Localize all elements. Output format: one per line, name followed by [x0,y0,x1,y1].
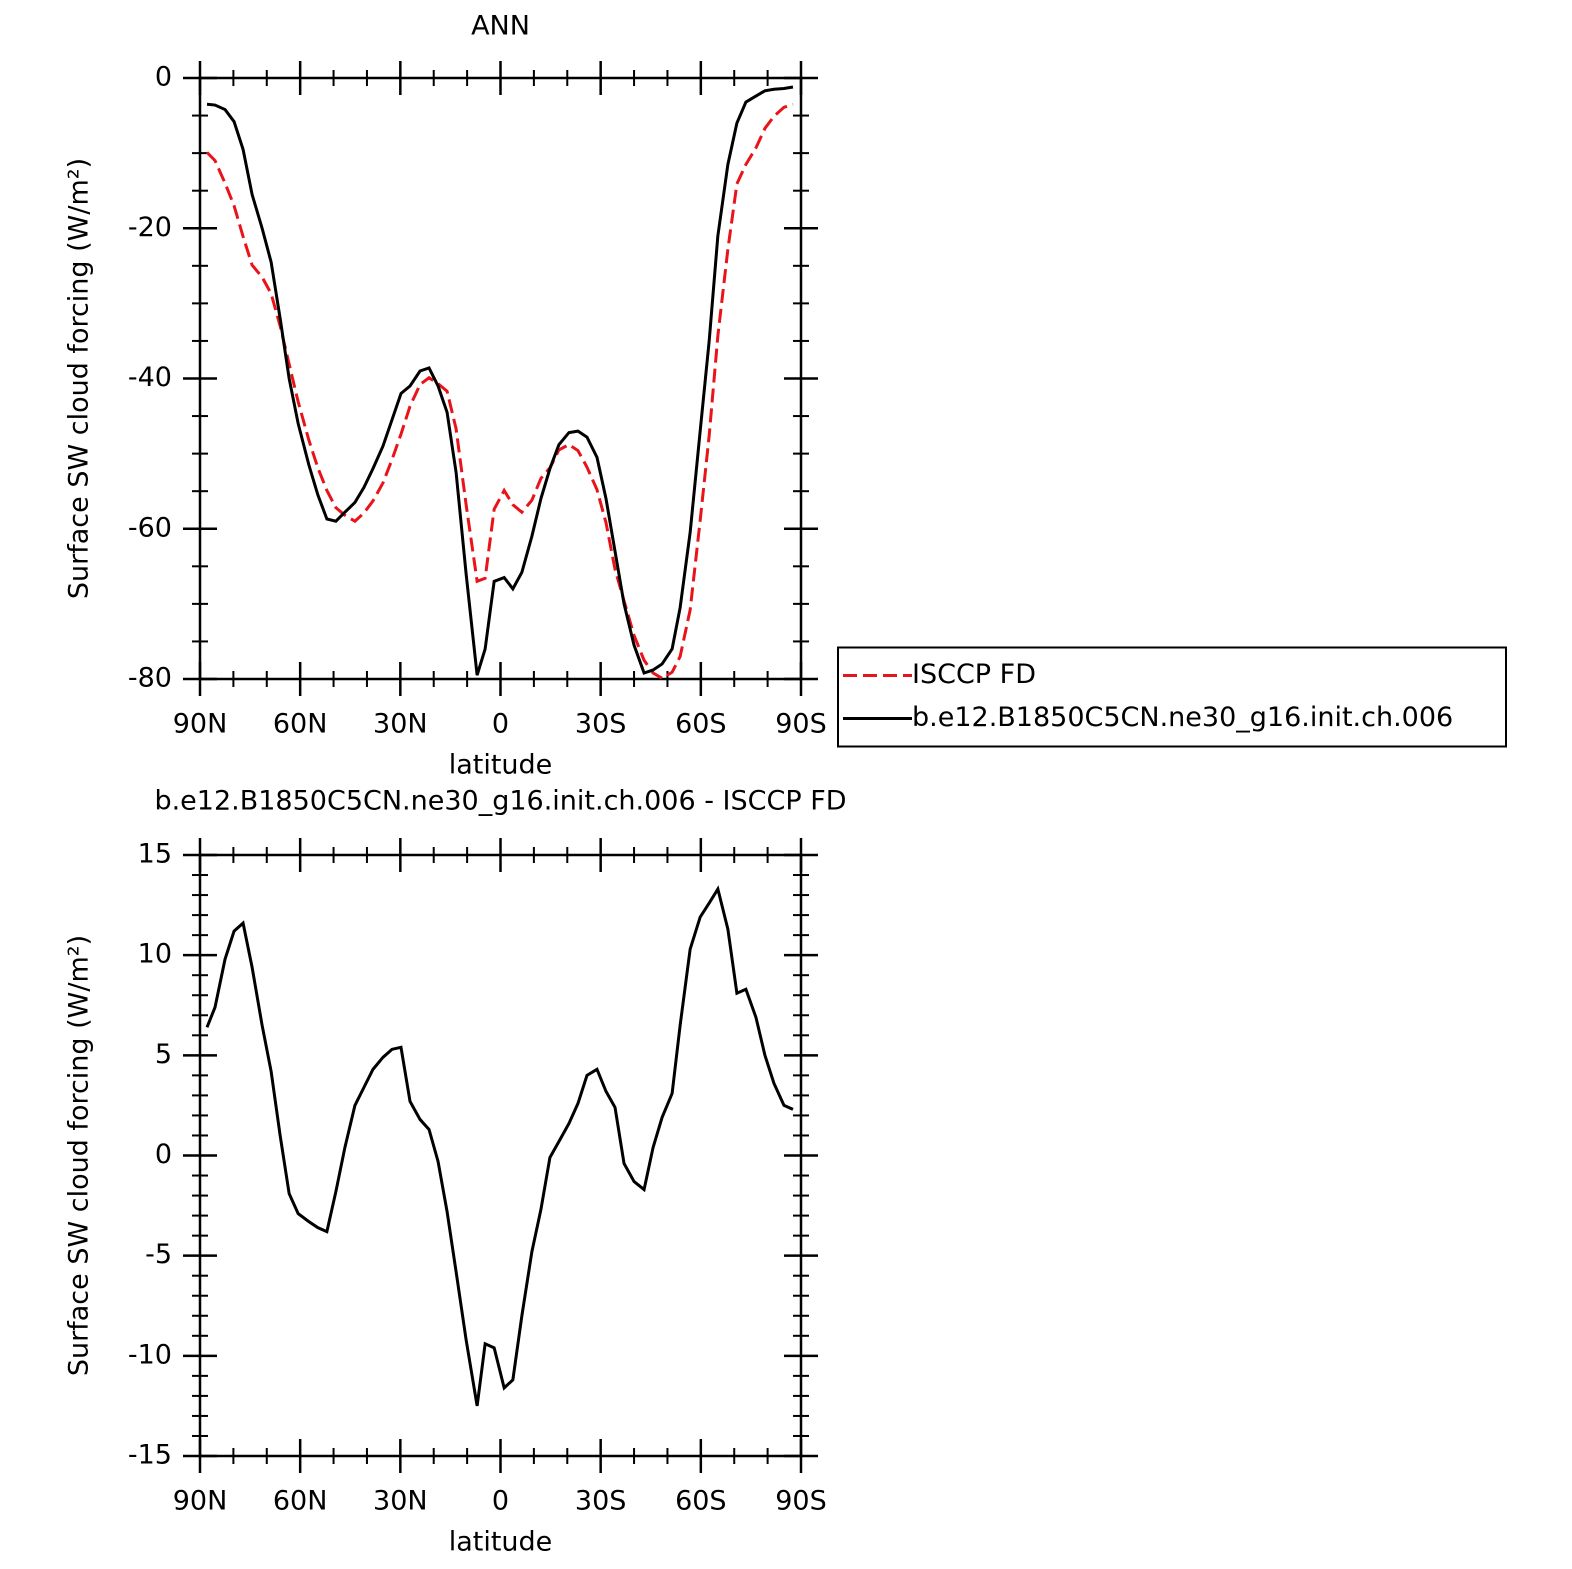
x-tick-label: 60N [273,1486,328,1517]
y-tick-label: 0 [155,1139,172,1170]
x-tick-label: 90S [775,1486,827,1517]
y-tick-label: 0 [155,62,172,93]
x-tick-label: 90N [173,1486,228,1517]
x-tick-label: 60S [675,709,727,740]
data-line [206,85,794,676]
y-tick-label: -10 [128,1339,172,1370]
chart-title: b.e12.B1850C5CN.ne30_g16.init.ch.006 - I… [154,786,846,817]
chart-title: ANN [471,11,530,42]
plot-frame [198,853,803,1458]
y-tick-label: 15 [138,839,172,870]
x-tick-label: 30N [373,709,428,740]
y-tick-label: 5 [155,1039,172,1070]
x-tick-label: 0 [492,709,509,740]
y-tick-label: -60 [128,512,172,543]
x-tick-label: 30S [575,709,627,740]
y-axis-label: Surface SW cloud forcing (W/m²) [64,158,95,599]
y-axis-label: Surface SW cloud forcing (W/m²) [64,935,95,1376]
y-tick-label: -20 [128,212,172,243]
y-tick-label: -80 [128,663,172,694]
y-tick-label: -5 [145,1239,172,1270]
legend-label: ISCCP FD [912,659,1036,690]
x-tick-label: 90N [173,709,228,740]
y-tick-label: -40 [128,362,172,393]
data-line [205,102,794,680]
x-tick-label: 60N [273,709,328,740]
y-tick-label: 10 [138,939,172,970]
x-tick-label: 30S [575,1486,627,1517]
data-line [205,885,794,1407]
legend-label: b.e12.B1850C5CN.ne30_g16.init.ch.006 [912,702,1453,733]
x-tick-label: 30N [373,1486,428,1517]
x-tick-label: 90S [775,709,827,740]
x-tick-label: 0 [492,1486,509,1517]
x-axis-label: latitude [449,750,553,781]
y-tick-label: -15 [128,1440,172,1471]
legend-box [837,646,1507,748]
plot-frame [198,76,803,681]
x-tick-label: 60S [675,1486,727,1517]
x-axis-label: latitude [449,1527,553,1558]
